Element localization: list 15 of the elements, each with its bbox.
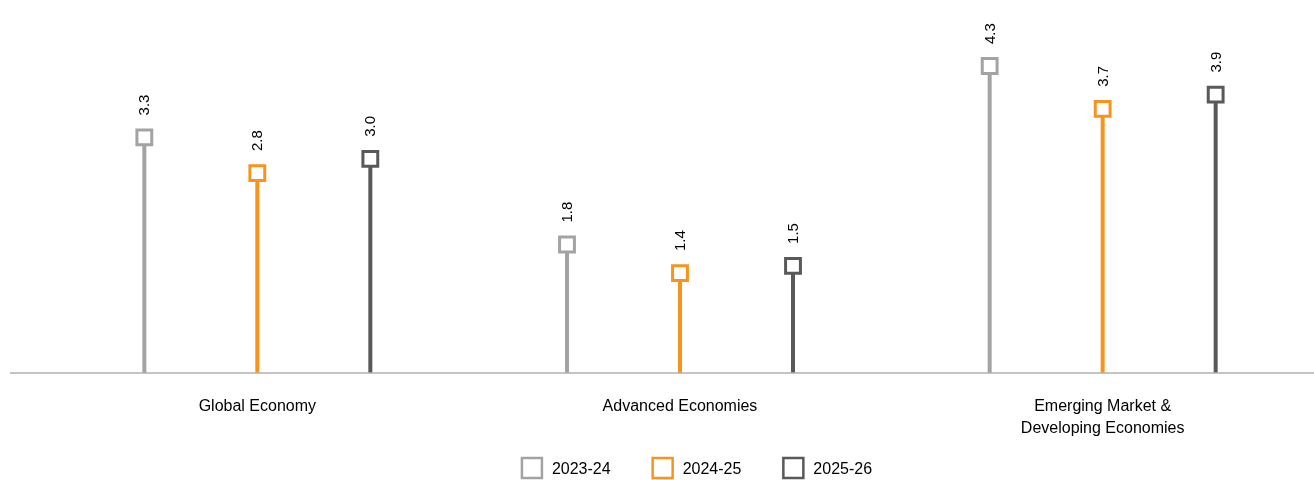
- data-label: 1.5: [784, 223, 801, 244]
- data-label: 3.9: [1206, 51, 1224, 73]
- data-label: 2.8: [248, 130, 266, 152]
- data-label: 4.3: [980, 23, 998, 44]
- legend-label: 2023-24: [551, 460, 611, 477]
- data-label: 1.4: [671, 230, 688, 252]
- x-tick-label: Emerging Market & Developing Economies: [1020, 397, 1185, 436]
- data-label: 3.3: [135, 94, 153, 116]
- x-tick-label: Advanced Economies: [602, 397, 758, 414]
- x-tick-label: Global Economy: [198, 397, 317, 414]
- data-label: 3.7: [1093, 65, 1111, 87]
- data-label: 3.0: [361, 115, 379, 137]
- data-label: 1.8: [558, 201, 575, 223]
- legend-label: 2025-26: [813, 460, 873, 477]
- legend-label: 2024-25: [682, 460, 742, 477]
